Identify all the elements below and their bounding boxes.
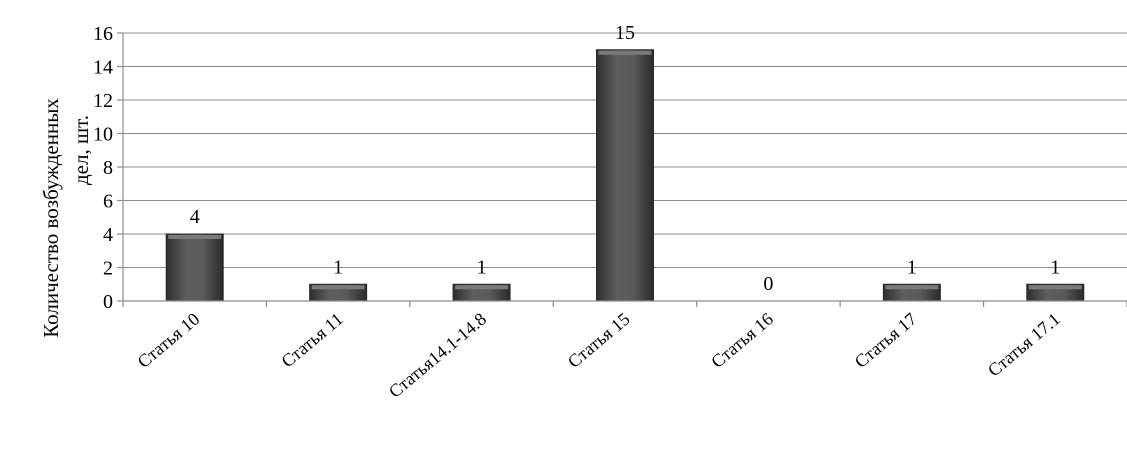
bars (166, 50, 1084, 301)
bar (453, 284, 510, 301)
bar-highlight (1029, 285, 1082, 289)
x-axis-ticks: Статья 10 Статья 11 Статья14.1-14.8 Статья … (134, 301, 1127, 402)
bar-highlight (168, 235, 221, 239)
y-tick-label: 2 (103, 258, 113, 280)
data-label: 1 (333, 256, 343, 278)
data-label: 1 (907, 256, 917, 278)
y-tick-label: 8 (103, 157, 113, 179)
x-tick-label: Статья 11 (277, 309, 346, 372)
bar-body (597, 50, 654, 301)
bar (310, 284, 367, 301)
data-label: 1 (477, 256, 487, 278)
data-label: 4 (190, 206, 200, 228)
x-tick-label: Статья 16 (707, 309, 777, 372)
x-tick-label: Статья 15 (564, 309, 634, 372)
y-tick-label: 4 (103, 224, 113, 246)
y-axis-title: Количество возбужденных дел, шт. (39, 98, 93, 338)
x-tick-label: Статья 17 (851, 309, 921, 372)
y-tick-label: 12 (93, 90, 113, 112)
bar (1027, 284, 1084, 301)
bar (166, 234, 223, 301)
x-tick-label: Статья 17.1 (984, 309, 1064, 381)
bar (883, 284, 940, 301)
y-tick-label: 16 (93, 23, 113, 45)
data-label: 0 (763, 273, 773, 295)
bar-highlight (312, 285, 365, 289)
x-tick-label: Статья14.1-14.8 (385, 309, 490, 402)
y-tick-label: 10 (93, 124, 113, 146)
y-axis-title-line-2: дел, шт. (69, 115, 93, 185)
data-label: 1 (1050, 256, 1060, 278)
y-tick-label: 0 (103, 291, 113, 313)
y-axis-title-line-1: Количество возбужденных (39, 98, 63, 338)
data-label: 15 (615, 22, 635, 44)
x-tick-label: Статья 10 (134, 309, 204, 372)
bar-highlight (455, 285, 508, 289)
bar-body (166, 234, 223, 301)
bar (597, 50, 654, 301)
y-tick-label: 14 (93, 57, 113, 79)
bar-highlight (885, 285, 938, 289)
y-tick-label: 6 (103, 191, 113, 213)
bar-highlight (599, 51, 652, 55)
y-axis-ticks: 0 2 4 6 8 10 12 14 16 (93, 23, 123, 313)
